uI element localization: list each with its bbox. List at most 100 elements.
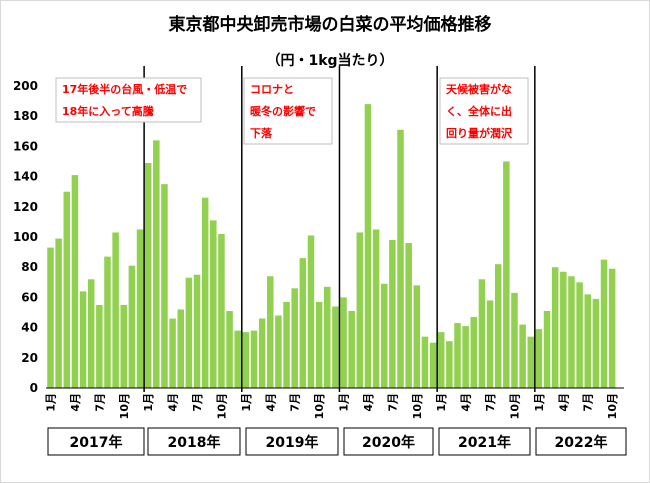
x-tick-label: 1月 [142,393,155,412]
bar [104,256,111,388]
bar [79,291,87,388]
bar [201,197,209,388]
bar [511,292,518,388]
bar [348,310,355,388]
annotation-text: 回り量が潤沢 [446,126,513,140]
x-tick-label: 7月 [386,393,399,412]
y-tick-label: 180 [13,109,38,123]
bar [568,276,575,388]
annotation-text: 18年に入って高騰 [62,104,154,118]
bar [299,258,307,388]
y-tick-label: 40 [21,321,38,335]
bar [128,265,136,388]
x-tick-label: 4月 [264,393,277,412]
bar [267,276,274,388]
bar [218,233,225,388]
x-tick-label: 1月 [533,393,546,412]
x-tick-label: 10月 [411,393,424,419]
bar [283,301,290,388]
bar [543,310,551,388]
bar [144,163,152,388]
year-label: 2019年 [266,434,319,451]
x-tick-label: 7月 [93,393,106,412]
bar [340,297,347,388]
year-label: 2022年 [555,434,608,451]
year-box [438,427,531,456]
bar [421,336,429,388]
annotation-text: コロナと [250,83,294,96]
annotation-text: く、全体に出 [446,104,512,118]
bar [446,341,453,388]
year-box [343,427,434,456]
chart-title: 東京都中央卸売市場の白菜の平均価格推移 [169,14,492,35]
x-tick-label: 10月 [508,393,521,419]
bar [364,104,372,389]
year-box [245,427,339,456]
bar [177,309,184,388]
bar [405,243,412,388]
bar [356,232,364,388]
bar [120,304,128,388]
year-box [147,427,241,456]
annotation-text: 下落 [250,126,273,140]
y-tick-label: 80 [21,260,38,274]
bar [250,330,258,388]
bar [291,288,298,388]
bar [185,277,193,388]
bar [397,129,404,389]
bar [486,300,494,388]
bar [307,235,315,388]
y-tick-label: 160 [13,139,38,153]
x-tick-label: 1月 [240,393,253,412]
year-box [47,427,145,456]
bar [462,326,469,388]
x-tick-label: 7月 [191,393,204,412]
bar [592,298,600,388]
x-tick-label: 4月 [69,393,82,412]
x-tick-label: 1月 [45,393,58,412]
annotation-box [55,77,202,123]
bar [55,238,62,388]
bar [389,240,396,388]
bar [503,161,510,388]
bar [242,332,250,388]
bar [275,315,282,388]
bar [454,323,461,388]
bar [112,232,119,388]
bar [576,282,583,388]
bar [324,286,331,388]
bar [332,306,339,388]
annotation-box [243,77,333,145]
year-label: 2017年 [70,434,123,451]
x-tick-label: 4月 [167,393,180,412]
annotation-text: 暖冬の影響で [250,104,316,118]
bar [210,220,217,388]
bar [470,317,478,388]
bar [169,318,176,388]
year-label: 2021年 [458,434,511,451]
bar [153,140,160,388]
x-tick-label: 7月 [484,393,497,412]
bar [372,229,380,388]
y-tick-label: 140 [13,170,38,184]
x-tick-label: 4月 [557,393,570,412]
x-tick-label: 4月 [362,393,375,412]
bar [47,247,54,388]
bar [437,332,445,388]
year-box [535,427,627,456]
bar [87,279,95,388]
bar [226,310,233,388]
bar [560,271,567,388]
y-tick-label: 200 [13,79,38,93]
bar [584,294,591,388]
bar [429,342,437,388]
y-tick-label: 100 [13,230,38,244]
x-tick-label: 1月 [435,393,448,412]
bar [527,336,535,388]
bar [63,191,71,388]
x-tick-label: 4月 [460,393,473,412]
bar [494,264,502,388]
bar [478,279,486,388]
bar [136,229,144,388]
